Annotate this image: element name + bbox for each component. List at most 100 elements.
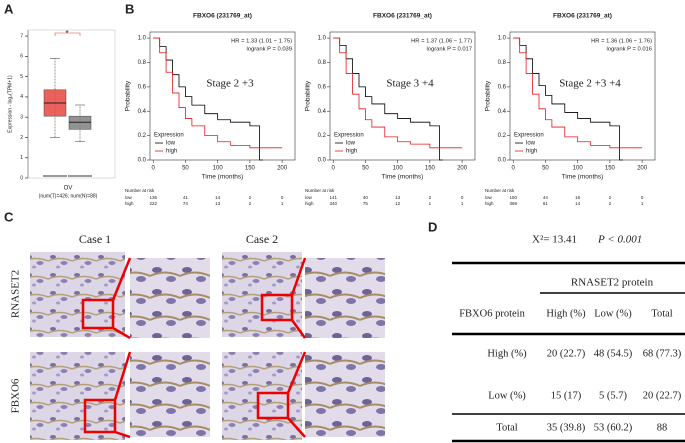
p-value: P < 0.001 <box>597 234 642 246</box>
y-tick-label: 0.2 <box>138 133 147 139</box>
km-curve <box>513 37 643 149</box>
legend-entry: high <box>526 149 537 155</box>
risk-value: 222 <box>149 201 157 206</box>
km-plot: FBXO6 (231769_at) 0 50 100 150 200 0.0 0.2 0.4 0.… <box>125 13 296 206</box>
hr-text: HR = 1.37 (1.06 − 1.77) <box>411 39 472 45</box>
risk-value: 13 <box>395 195 401 200</box>
x-axis-label: Time (months) <box>382 174 424 181</box>
risk-title: Number at risk <box>485 188 515 193</box>
table-cell: 15 (17) <box>551 390 582 401</box>
y-axis-label: Probability <box>485 80 492 111</box>
panel-a: 0 1 2 3 4 5 6 7 Expression - log₂(TPM+1) * OV(num(… <box>7 29 116 199</box>
y-tick-label: 2 <box>20 135 23 141</box>
risk-value: 12 <box>395 201 401 206</box>
panel-label: B <box>125 1 134 16</box>
x-tick-label: 50 <box>182 166 189 172</box>
risk-value: 0 <box>641 195 644 200</box>
risk-value: 13 <box>215 201 221 206</box>
column-header: Low (%) <box>594 308 632 319</box>
logrank-text: logrank P = 0.016 <box>607 47 653 53</box>
table-cell: 20 (22.7) <box>547 348 586 359</box>
x-tick-label: 200 <box>637 166 648 172</box>
y-tick-label: 1 <box>20 155 23 161</box>
y-tick-label: 4 <box>20 94 23 100</box>
x-tick-label: 0 <box>332 166 336 172</box>
ihc-image <box>30 352 125 440</box>
risk-value: 16 <box>575 195 581 200</box>
significance: * <box>65 29 68 38</box>
x-tick-label: 100 <box>393 166 404 172</box>
ihc-zoom <box>305 352 385 437</box>
panel-c: Case 1 Case 2 RNASET2 FBXO6 <box>10 232 385 440</box>
table-cell: 5 (5.7) <box>599 390 627 401</box>
ihc-zoom <box>130 352 210 437</box>
y-tick-label: 0.8 <box>498 60 507 66</box>
panel-b: FBXO6 (231769_at)0 50 100 150 2000.00.20.40.… <box>125 13 656 206</box>
table-cell: 53 (60.2) <box>594 422 633 433</box>
risk-value: 75 <box>363 201 369 206</box>
y-tick-label: 0.8 <box>138 60 147 66</box>
y-tick-label: 1.0 <box>138 36 147 42</box>
risk-value: 2 <box>249 201 252 206</box>
y-tick-label: 6 <box>20 54 23 60</box>
risk-row-name: low <box>125 195 133 200</box>
risk-value: 74 <box>183 201 189 206</box>
risk-value: 1 <box>281 201 284 206</box>
y-tick-label: 0.4 <box>498 109 507 115</box>
risk-value: 14 <box>215 195 221 200</box>
risk-value: 44 <box>543 195 549 200</box>
legend-entry: high <box>346 149 357 155</box>
panel-label: C <box>4 209 14 224</box>
risk-value: 369 <box>509 201 517 206</box>
column-header: High (%) <box>546 308 586 319</box>
panel-label: D <box>428 219 437 234</box>
stage-label: Stage 2 +3 <box>206 78 254 90</box>
stage-label: Stage 2 +3 +4 <box>559 78 621 90</box>
x-tick-label: 200 <box>277 166 288 172</box>
panel-label: A <box>4 1 14 16</box>
y-axis-label: Probability <box>305 80 312 111</box>
y-axis-label: Expression - log₂(TPM+1) <box>7 75 13 133</box>
plot-title: FBXO6 (231769_at) <box>193 13 252 20</box>
risk-value: 150 <box>509 195 517 200</box>
x-tick-label: 200 <box>457 166 468 172</box>
risk-title: Number at risk <box>305 188 335 193</box>
legend-title: Expression <box>154 133 184 139</box>
y-tick-label: 1.0 <box>498 36 507 42</box>
legend-title: Expression <box>334 133 364 139</box>
risk-title: Number at risk <box>125 188 155 193</box>
x-tick-label: 50 <box>542 166 549 172</box>
y-tick-label: 0.0 <box>498 158 507 164</box>
x-tick-label: 150 <box>245 166 256 172</box>
group-header: RNASET2 protein <box>571 277 654 289</box>
risk-value: 1 <box>641 201 644 206</box>
x-tick-label: 100 <box>573 166 584 172</box>
zoom-markers <box>81 257 307 439</box>
x-tick-label: 150 <box>605 166 616 172</box>
y-axis-label: Probability <box>125 80 132 111</box>
case-label: Case 2 <box>246 232 278 246</box>
y-tick-label: 0.6 <box>498 84 507 90</box>
km-plot: FBXO6 (231769_at) 0 50 100 150 200 0.0 0.2 0.4 0.… <box>485 13 656 206</box>
risk-value: 141 <box>329 195 337 200</box>
y-tick-label: 0.2 <box>318 133 327 139</box>
risk-value: 40 <box>363 195 369 200</box>
row-label: FBXO6 <box>10 378 22 413</box>
risk-value: 61 <box>543 201 549 206</box>
risk-value: 41 <box>183 195 189 200</box>
plot-frame <box>27 29 116 179</box>
y-tick-label: 0.6 <box>138 84 147 90</box>
x-axis-label: Time (months) <box>202 174 244 181</box>
risk-value: 1 <box>461 201 464 206</box>
x-tick-label: 100 <box>213 166 224 172</box>
column-header: Total <box>651 308 673 319</box>
case-label: Case 1 <box>79 232 111 246</box>
risk-value: 2 <box>249 195 252 200</box>
risk-value: 2 <box>609 195 612 200</box>
box <box>68 115 92 130</box>
km-plot: FBXO6 (231769_at) 0 50 100 150 200 0.0 0.2 0.4 0.… <box>305 13 476 206</box>
km-curve <box>333 37 463 149</box>
x-tick-label: OV <box>64 186 73 192</box>
risk-value: 2 <box>609 201 612 206</box>
